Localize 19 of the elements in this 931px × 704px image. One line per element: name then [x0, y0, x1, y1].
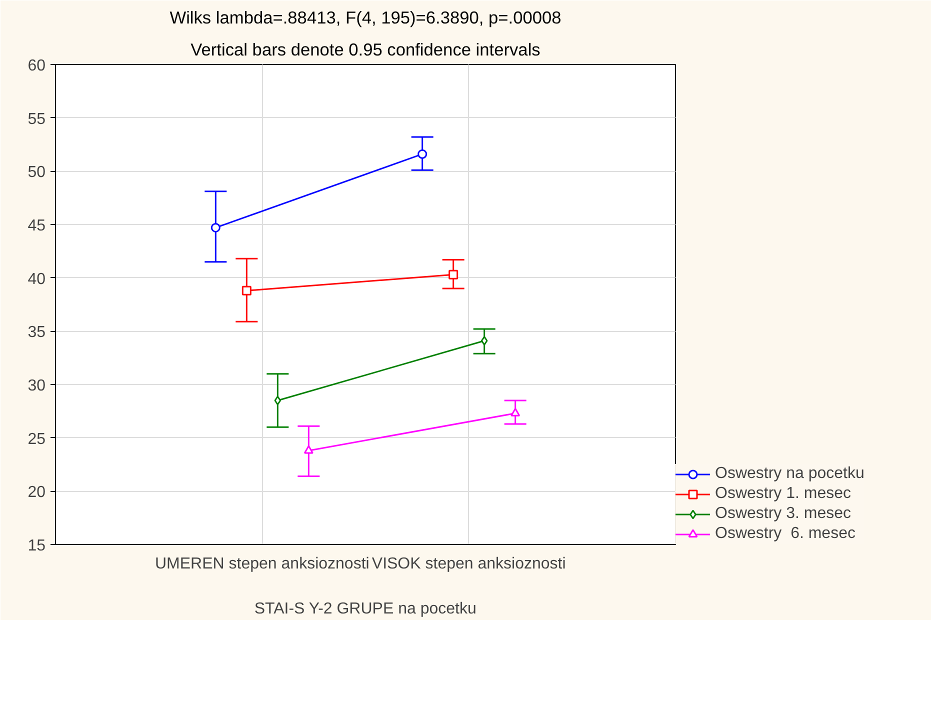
y-tick-label: 45	[28, 218, 46, 234]
y-tick-label: 50	[28, 164, 46, 182]
y-tick-label: 60	[28, 58, 46, 74]
y-tick-label: 40	[28, 270, 46, 288]
y-tick-label: 25	[28, 430, 46, 448]
legend-label: Oswestry 3. mesec	[715, 505, 852, 523]
x-tick-label: VISOK stepen anksioznosti	[372, 556, 566, 572]
legend-label: Oswestry 1. mesec	[715, 485, 852, 503]
y-tick-label: 30	[28, 378, 46, 394]
legend-label: Oswestry na pocetku	[715, 465, 864, 483]
x-axis-title: STAI-S Y-2 GRUPE na pocetku	[254, 600, 476, 618]
y-tick-label: 20	[28, 484, 46, 502]
chart-title: Wilks lambda=.88413, F(4, 195)=6.3890, p=.00008	[170, 8, 562, 28]
chart-subtitle: Vertical bars denote 0.95 confidence intervals	[190, 40, 541, 60]
y-tick-label: 55	[28, 110, 46, 128]
y-tick-label: 35	[28, 324, 46, 342]
legend-label: Oswestry 6. mesec	[715, 525, 856, 543]
x-tick-label: UMEREN stepen anksioznosti	[155, 556, 370, 572]
y-tick-label: 15	[28, 538, 46, 554]
